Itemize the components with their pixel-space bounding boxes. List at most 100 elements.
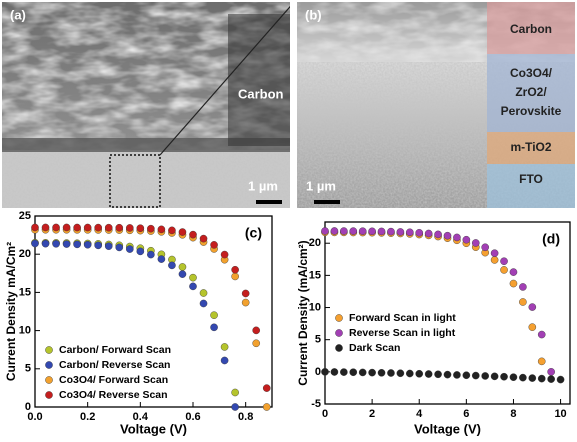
data-point: [472, 372, 479, 379]
y-axis-label: Current Density mA/Cm²: [4, 242, 18, 381]
data-point: [253, 327, 260, 334]
data-point: [210, 312, 217, 319]
data-point: [519, 298, 526, 305]
data-point: [179, 263, 186, 270]
data-point: [105, 224, 112, 231]
legend-marker: [335, 314, 342, 321]
data-point: [500, 373, 507, 380]
panel-label: (a): [10, 7, 26, 22]
legend-label: Forward Scan in light: [349, 312, 456, 324]
data-point: [453, 234, 460, 241]
data-point: [416, 229, 423, 236]
data-point: [95, 242, 102, 249]
legend-marker: [45, 376, 52, 383]
legend-label: Co3O4/ Reverse Scan: [59, 389, 168, 401]
sem-image-a: (a) Carbon 1 µm: [2, 0, 296, 208]
data-point: [453, 371, 460, 378]
carbon-overlay: [228, 14, 290, 146]
y-tick-label: 15: [309, 269, 321, 281]
legend-marker: [45, 361, 52, 368]
data-point: [510, 268, 517, 275]
data-point: [52, 224, 59, 231]
y-tick-label: 10: [19, 325, 31, 337]
data-point: [538, 375, 545, 382]
scale-bar: [314, 200, 340, 204]
data-point: [74, 241, 81, 248]
data-point: [242, 290, 249, 297]
data-point: [331, 227, 338, 234]
panel-annotation: (c): [245, 225, 262, 241]
data-point: [52, 240, 59, 247]
data-point: [491, 250, 498, 257]
data-point: [369, 369, 376, 376]
layer-label: ZrO2/: [515, 85, 547, 99]
y-tick-label: 0: [315, 366, 321, 378]
data-point: [158, 226, 165, 233]
data-point: [425, 370, 432, 377]
data-point: [321, 368, 328, 375]
data-point: [369, 228, 376, 235]
panel-label: (b): [305, 7, 322, 22]
scale-bar-label: 1 µm: [248, 178, 278, 193]
data-point: [491, 256, 498, 263]
data-point: [63, 240, 70, 247]
data-point: [189, 274, 196, 281]
data-point: [63, 224, 70, 231]
data-point: [137, 248, 144, 255]
data-point: [200, 235, 207, 242]
data-point: [232, 403, 239, 410]
layer-label: Perovskite: [501, 104, 562, 118]
data-point: [84, 224, 91, 231]
x-tick-label: 8: [510, 408, 516, 420]
data-point: [179, 271, 186, 278]
x-axis-label: Voltage (V): [414, 421, 481, 436]
data-point: [116, 224, 123, 231]
legend-label: Dark Scan: [349, 342, 400, 354]
data-point: [406, 229, 413, 236]
data-point: [359, 369, 366, 376]
scale-bar-label: 1 µm: [306, 178, 336, 193]
data-point: [147, 251, 154, 258]
legend-marker: [335, 344, 342, 351]
data-point: [31, 224, 38, 231]
data-point: [350, 228, 357, 235]
data-point: [340, 227, 347, 234]
data-point: [359, 228, 366, 235]
data-point: [168, 227, 175, 234]
data-point: [42, 224, 49, 231]
data-point: [519, 374, 526, 381]
layer-label: Carbon: [238, 86, 284, 101]
data-point: [350, 369, 357, 376]
data-point: [253, 340, 260, 347]
data-point: [444, 232, 451, 239]
y-tick-label: 5: [25, 363, 31, 375]
data-point: [482, 372, 489, 379]
data-point: [147, 225, 154, 232]
data-point: [425, 230, 432, 237]
data-point: [378, 228, 385, 235]
data-point: [331, 368, 338, 375]
legend-label: Co3O4/ Forward Scan: [59, 374, 168, 386]
data-point: [548, 376, 555, 383]
data-point: [472, 239, 479, 246]
sem-grain-texture: [2, 150, 290, 208]
data-point: [210, 241, 217, 248]
y-tick-label: 0: [25, 401, 31, 413]
panel-annotation: (d): [542, 231, 560, 247]
layer-label: FTO: [519, 172, 543, 186]
data-point: [397, 228, 404, 235]
data-point: [482, 244, 489, 251]
x-tick-label: 0.8: [238, 411, 253, 423]
legend-marker: [335, 329, 342, 336]
legend-label: Reverse Scan in light: [349, 327, 456, 339]
y-tick-label: 20: [19, 248, 31, 260]
data-point: [321, 227, 328, 234]
data-point: [168, 262, 175, 269]
legend-marker: [45, 391, 52, 398]
x-tick-label: 10: [554, 408, 566, 420]
x-tick-label: 4: [416, 408, 423, 420]
data-point: [105, 243, 112, 250]
data-point: [548, 368, 555, 375]
data-point: [416, 370, 423, 377]
y-tick-label: 10: [309, 301, 321, 313]
